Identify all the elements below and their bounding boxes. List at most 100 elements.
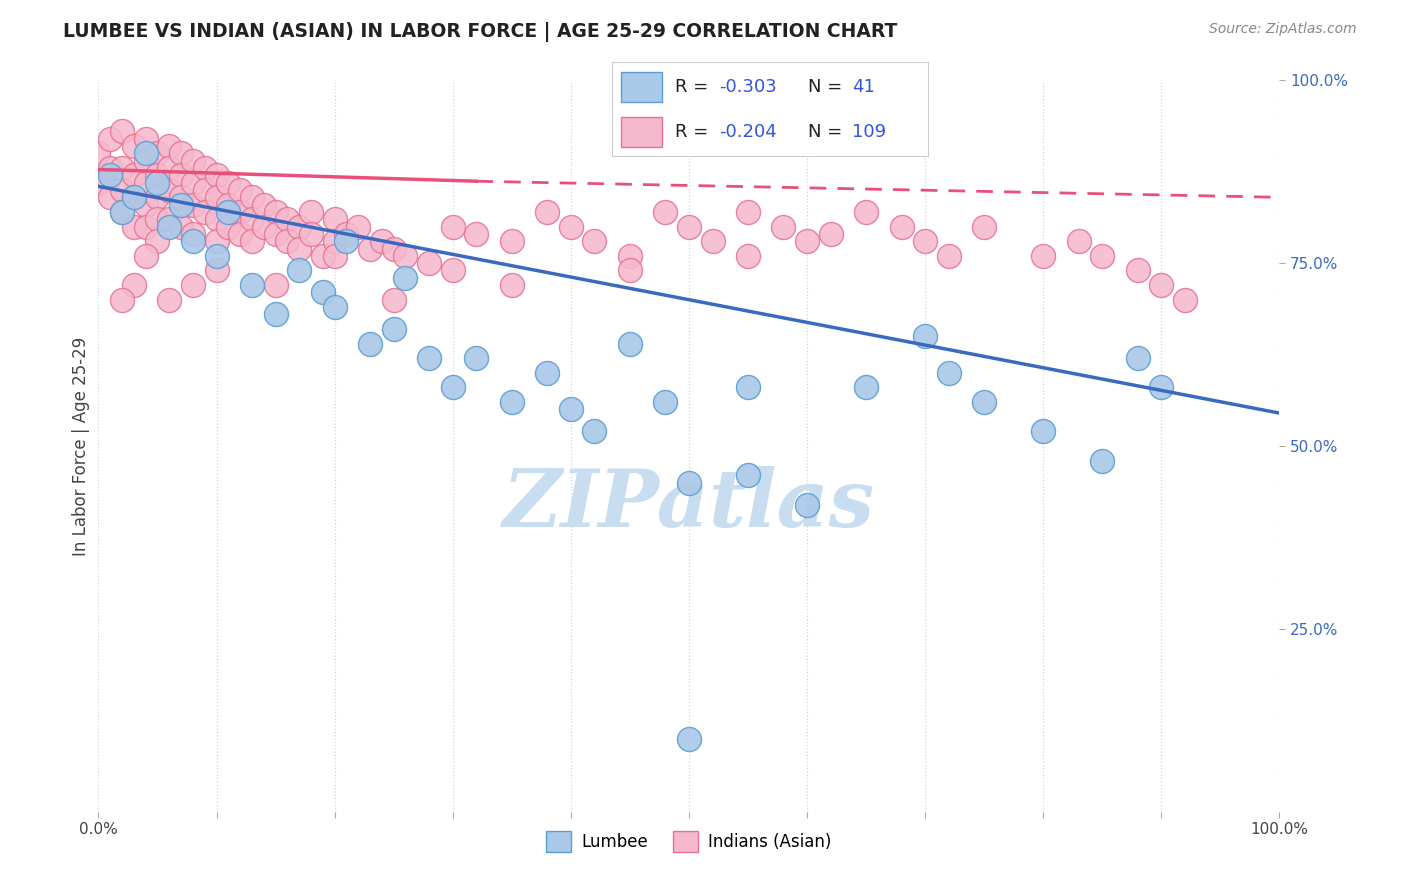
Point: [146, 146, 169, 161]
Point: [938, 366, 960, 380]
Point: [217, 205, 239, 219]
Point: [240, 234, 263, 248]
Point: [796, 234, 818, 248]
Point: [146, 169, 169, 183]
Point: [619, 249, 641, 263]
Point: [111, 183, 134, 197]
Point: [181, 234, 204, 248]
Text: 41: 41: [852, 78, 875, 95]
Point: [194, 161, 217, 175]
Point: [194, 205, 217, 219]
Point: [855, 380, 877, 394]
Point: [170, 197, 193, 211]
Point: [181, 197, 204, 211]
Point: [122, 278, 145, 293]
Point: [1150, 278, 1173, 293]
Point: [465, 227, 488, 241]
Point: [359, 336, 381, 351]
Point: [1174, 293, 1197, 307]
Point: [135, 176, 157, 190]
Point: [205, 212, 228, 227]
Point: [157, 212, 180, 227]
Point: [1067, 234, 1090, 248]
FancyBboxPatch shape: [621, 72, 662, 102]
Text: R =: R =: [675, 78, 714, 95]
Point: [1126, 351, 1149, 366]
Point: [737, 468, 759, 483]
Point: [501, 395, 523, 409]
Point: [323, 249, 346, 263]
Point: [335, 227, 357, 241]
Text: -0.204: -0.204: [720, 123, 778, 141]
Point: [1126, 263, 1149, 277]
Point: [146, 212, 169, 227]
Point: [240, 212, 263, 227]
Point: [299, 227, 322, 241]
FancyBboxPatch shape: [621, 117, 662, 147]
Point: [536, 205, 558, 219]
Point: [288, 219, 311, 234]
Point: [382, 293, 405, 307]
Point: [157, 183, 180, 197]
Text: 109: 109: [852, 123, 886, 141]
Point: [654, 395, 676, 409]
Text: LUMBEE VS INDIAN (ASIAN) IN LABOR FORCE | AGE 25-29 CORRELATION CHART: LUMBEE VS INDIAN (ASIAN) IN LABOR FORCE …: [63, 22, 897, 42]
Point: [938, 249, 960, 263]
Point: [299, 205, 322, 219]
Point: [441, 263, 464, 277]
Point: [288, 242, 311, 256]
Point: [678, 731, 700, 746]
Point: [1091, 453, 1114, 467]
Point: [312, 249, 335, 263]
Point: [678, 475, 700, 490]
Point: [181, 278, 204, 293]
Point: [217, 197, 239, 211]
Point: [122, 190, 145, 204]
Point: [678, 219, 700, 234]
Point: [654, 205, 676, 219]
Point: [87, 146, 110, 161]
Point: [122, 219, 145, 234]
Point: [359, 242, 381, 256]
Point: [157, 161, 180, 175]
Point: [170, 190, 193, 204]
Text: R =: R =: [675, 123, 714, 141]
Point: [135, 219, 157, 234]
Point: [181, 227, 204, 241]
Point: [122, 169, 145, 183]
Point: [205, 234, 228, 248]
Point: [323, 234, 346, 248]
Point: [347, 219, 370, 234]
Point: [335, 234, 357, 248]
Point: [181, 153, 204, 168]
Point: [264, 307, 287, 321]
Point: [914, 234, 936, 248]
Point: [1032, 249, 1054, 263]
Point: [194, 183, 217, 197]
Point: [157, 293, 180, 307]
Point: [536, 366, 558, 380]
Point: [122, 139, 145, 153]
Point: [973, 219, 995, 234]
Point: [253, 197, 276, 211]
Y-axis label: In Labor Force | Age 25-29: In Labor Force | Age 25-29: [72, 336, 90, 556]
Point: [394, 249, 416, 263]
Point: [111, 124, 134, 138]
Point: [135, 132, 157, 146]
Point: [501, 234, 523, 248]
Point: [146, 190, 169, 204]
Point: [583, 234, 606, 248]
Point: [157, 139, 180, 153]
Point: [111, 161, 134, 175]
Point: [135, 153, 157, 168]
Point: [441, 219, 464, 234]
Point: [465, 351, 488, 366]
Point: [111, 205, 134, 219]
Point: [229, 205, 252, 219]
Point: [205, 190, 228, 204]
Text: Source: ZipAtlas.com: Source: ZipAtlas.com: [1209, 22, 1357, 37]
Point: [1091, 249, 1114, 263]
Point: [135, 146, 157, 161]
Point: [170, 219, 193, 234]
Point: [914, 329, 936, 343]
